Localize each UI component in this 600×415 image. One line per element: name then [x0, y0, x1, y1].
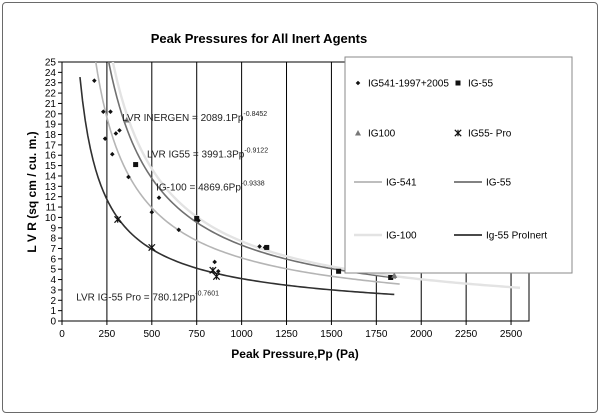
y-tick-label: 21: [45, 99, 57, 110]
legend-item: IG541-1997+2005: [355, 79, 449, 90]
legend-item: Ig-55 ProInert: [454, 231, 547, 242]
equation-label: LVR IG-55 Pro = 780.12Pp-0.7601: [76, 290, 219, 303]
x-tick-label: 250: [99, 329, 116, 340]
legend-label: IG-541: [386, 178, 417, 189]
legend-triangle-swatch: [355, 130, 361, 136]
legend-square-swatch: [455, 80, 461, 86]
x-tick-label: 1250: [275, 329, 298, 340]
y-tick-label: 15: [45, 161, 57, 172]
legend-item: IG100: [355, 129, 396, 140]
legend-label: IG-55: [468, 79, 493, 90]
legend-label: IG541-1997+2005: [368, 79, 449, 90]
x-tick-label: 1750: [365, 329, 388, 340]
legend-label: IG-55: [486, 178, 511, 189]
point-diamond: [113, 131, 119, 136]
point-diamond: [149, 209, 155, 215]
point-diamond: [126, 174, 131, 180]
x-tick-label: 500: [143, 329, 160, 340]
legend-box: [344, 56, 573, 274]
point-star: [114, 215, 122, 224]
point-diamond: [108, 109, 113, 115]
y-tick-label: 3: [50, 285, 56, 296]
point-triangle: [123, 117, 130, 123]
equation-label: LVR INERGEN = 2089.1Pp-0.8452: [122, 111, 267, 124]
x-tick-label: 2500: [500, 329, 523, 340]
point-square: [194, 215, 200, 221]
curve-ig-55-proinert: [79, 76, 395, 296]
point-diamond: [257, 244, 262, 249]
point-square: [133, 162, 139, 168]
point-square: [264, 244, 270, 250]
y-tick-label: 25: [45, 58, 57, 69]
equation-annotations: LVR INERGEN = 2089.1Pp-0.8452 LVR IG55 = …: [76, 111, 268, 303]
point-diamond: [101, 109, 106, 115]
point-diamond: [212, 259, 217, 265]
legend-diamond-swatch: [355, 80, 361, 86]
y-tick-label: 19: [45, 120, 57, 131]
point-star: [209, 266, 217, 274]
x-tick-label: 1000: [230, 329, 253, 340]
y-tick-label: 6: [50, 254, 56, 265]
point-star: [148, 243, 156, 252]
curve-ig-541: [94, 62, 400, 285]
data-points: [92, 78, 398, 281]
y-tick-label: 16: [45, 151, 57, 162]
y-tick-label: 0: [50, 317, 56, 328]
x-tick-label: 750: [188, 329, 205, 340]
point-diamond: [156, 195, 162, 201]
legend-item: IG-55: [455, 79, 493, 90]
x-axis-ticks: 0 250 500 750 1000 1250 1500 1750 2000 2250 2500: [59, 321, 523, 340]
y-tick-label: 11: [46, 203, 57, 214]
x-tick-label: 2000: [410, 329, 433, 340]
x-tick-label: 1500: [320, 329, 343, 340]
y-tick-label: 9: [50, 223, 56, 234]
y-tick-label: 8: [50, 234, 56, 245]
legend-star-swatch: [454, 129, 462, 137]
point-square: [388, 274, 394, 280]
x-tick-label: 2250: [455, 329, 478, 340]
point-diamond: [176, 227, 182, 233]
point-diamond: [109, 151, 115, 157]
legend-item: IG-100: [354, 231, 417, 242]
y-tick-label: 1: [50, 306, 56, 317]
equation-label: IG-100 = 4869.6Pp-0.9338: [156, 180, 265, 193]
legend-item: IG55- Pro: [454, 129, 512, 140]
y-tick-label: 17: [45, 140, 57, 151]
legend-item: IG-541: [354, 178, 417, 189]
point-diamond: [117, 128, 122, 133]
legend-label: Ig-55 ProInert: [486, 231, 547, 242]
y-tick-label: 24: [45, 68, 57, 79]
y-tick-label: 7: [50, 244, 56, 255]
y-tick-label: 13: [45, 182, 57, 193]
y-tick-label: 18: [45, 130, 57, 141]
y-tick-label: 12: [45, 192, 57, 203]
y-axis-title: L V R (sq cm / cu. m.): [25, 131, 39, 252]
point-diamond: [215, 268, 221, 274]
equation-label: LVR IG55 = 3991.3Pp-0.9122: [147, 147, 268, 160]
legend-label: IG55- Pro: [468, 129, 512, 140]
y-tick-label: 2: [50, 296, 56, 307]
y-tick-label: 20: [45, 109, 57, 120]
legend-label: IG-100: [386, 231, 417, 242]
legend-label: IG100: [368, 129, 396, 140]
y-axis-ticks: 0123456789101112131415161718192021222324…: [45, 58, 62, 328]
point-triangle: [391, 272, 398, 278]
point-square: [336, 268, 342, 274]
y-tick-label: 4: [50, 275, 56, 286]
curve-ig-100: [111, 62, 521, 289]
y-tick-label: 10: [45, 213, 57, 224]
y-tick-label: 22: [45, 89, 57, 100]
y-tick-label: 23: [45, 78, 57, 89]
x-tick-label: 0: [59, 329, 65, 340]
chart-title: Peak Pressures for All Inert Agents: [151, 31, 368, 46]
y-tick-label: 5: [50, 265, 56, 276]
y-tick-label: 14: [45, 171, 57, 182]
legend-item: IG-55: [454, 178, 511, 189]
point-star: [212, 272, 221, 281]
x-axis-title: Peak Pressure,Pp (Pa): [231, 347, 358, 361]
legend: IG541-1997+2005 IG-55 IG100 IG55- Pro IG-541…: [344, 56, 573, 274]
point-diamond: [102, 136, 108, 141]
point-diamond: [92, 78, 97, 83]
